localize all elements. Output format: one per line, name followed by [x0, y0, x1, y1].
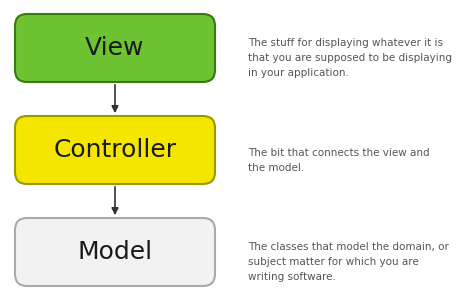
Text: Controller: Controller [54, 138, 176, 162]
FancyBboxPatch shape [15, 14, 215, 82]
FancyBboxPatch shape [15, 116, 215, 184]
Text: The classes that model the domain, or
subject matter for which you are
writing s: The classes that model the domain, or su… [248, 242, 449, 282]
Text: The stuff for displaying whatever it is
that you are supposed to be displaying
i: The stuff for displaying whatever it is … [248, 38, 452, 78]
Text: View: View [85, 36, 145, 60]
Text: Model: Model [77, 240, 153, 264]
Text: The bit that connects the view and
the model.: The bit that connects the view and the m… [248, 148, 429, 173]
FancyBboxPatch shape [15, 218, 215, 286]
